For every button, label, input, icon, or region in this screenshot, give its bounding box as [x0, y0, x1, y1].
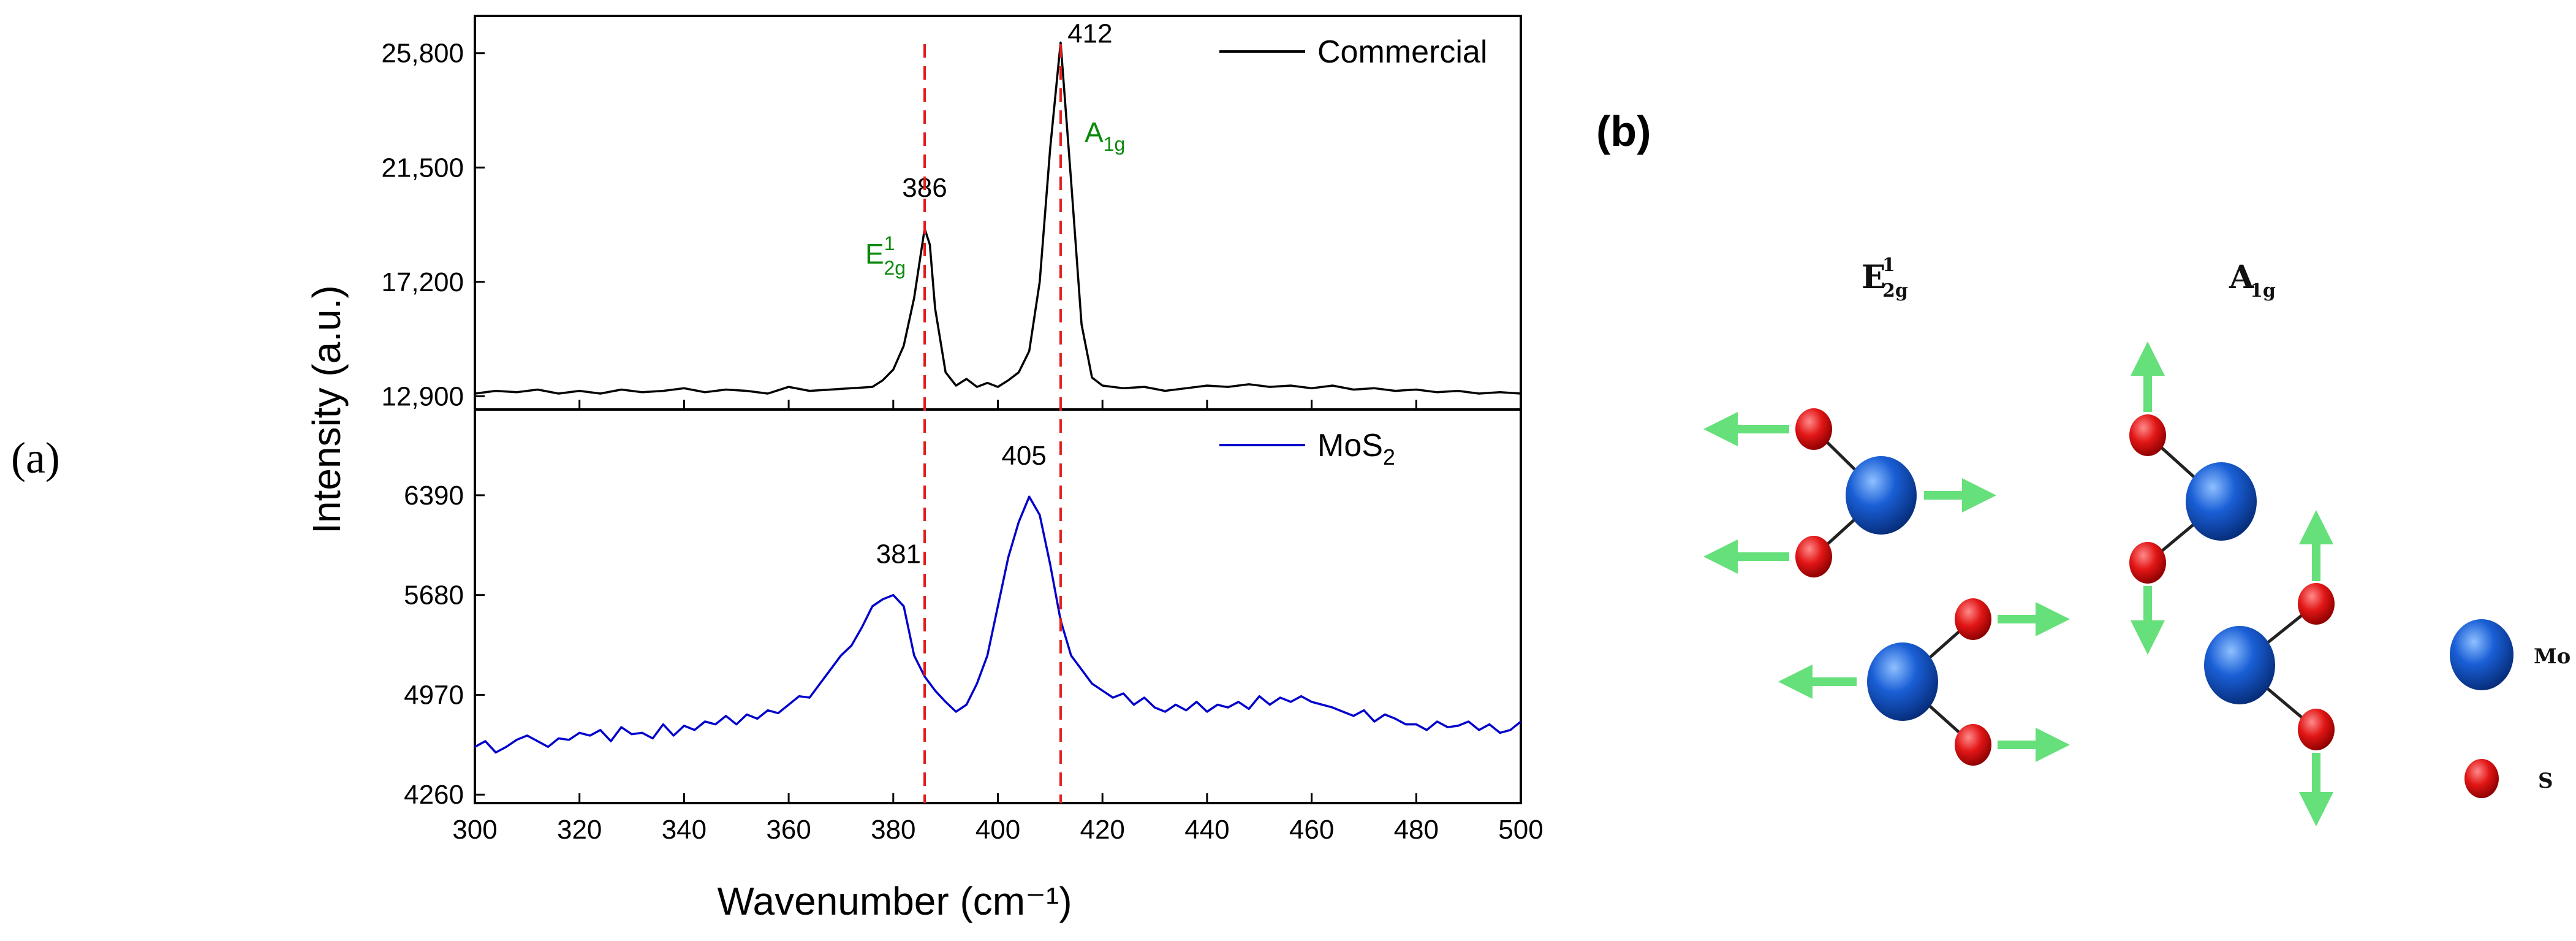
x-tick-label: 360: [766, 815, 811, 845]
x-tick-label: 440: [1184, 815, 1229, 845]
e2g-molecule-upper: [1703, 408, 1996, 577]
legend-mo-atom: [2450, 619, 2513, 690]
legend-label-top: Commercial: [1317, 34, 1487, 70]
x-tick-label: 400: [975, 815, 1020, 845]
series-line-top: [474, 41, 1521, 395]
y-tick-label: 5680: [404, 581, 464, 611]
mode-a-sub: 1g: [2250, 280, 2276, 302]
panel-a-label: (a): [11, 433, 60, 482]
s-atom: [1955, 724, 1991, 766]
svg-text:E: E: [1862, 259, 1886, 296]
mo-atom: [1846, 456, 1917, 535]
mode-a-base: A: [2229, 259, 2254, 296]
y-tick-label: 25,800: [381, 39, 464, 69]
mode-e-sub: 2g: [1882, 280, 1908, 302]
y-tick-label: 21,500: [381, 153, 464, 183]
s-atom: [2129, 542, 2166, 584]
x-tick-label: 420: [1080, 815, 1124, 845]
a1g-molecule-upper: [2129, 341, 2257, 655]
x-tick-label: 460: [1289, 815, 1334, 845]
a1g-molecule-lower: [2204, 510, 2335, 826]
peak-label: 381: [876, 539, 921, 570]
mode-e-sup: 1: [1882, 254, 1895, 276]
peak-label: 405: [1001, 441, 1046, 471]
legend-s-atom: [2464, 759, 2499, 798]
raman-chart: 12,90017,20021,50025,800386412Commercial…: [305, 15, 1544, 923]
panel-frame-top: [474, 15, 1522, 411]
peak-label: 412: [1067, 18, 1112, 48]
legend-s-label: S: [2538, 769, 2553, 793]
s-atom: [1795, 536, 1832, 577]
s-atom: [1795, 408, 1832, 450]
s-atom: [2129, 414, 2166, 456]
mode-title-e2g: E 1 2g: [1862, 254, 1908, 302]
legend-label-bottom: MoS2: [1317, 428, 1395, 470]
x-tick-label: 320: [557, 815, 602, 845]
x-tick-label: 340: [662, 815, 707, 845]
y-tick-label: 4970: [404, 680, 464, 710]
mode-label: E1 2g: [865, 232, 906, 279]
y-tick-label: 12,900: [381, 381, 464, 411]
x-tick-label: 300: [452, 815, 497, 845]
x-tick-label: 500: [1498, 815, 1543, 845]
s-atom: [1955, 598, 1991, 640]
mode-label: A1g: [1085, 116, 1125, 155]
mo-atom: [2186, 462, 2257, 541]
vibration-modes-diagram: E 1 2g A 1g: [1703, 254, 2570, 826]
mode-title-a1g: A 1g: [2229, 259, 2276, 302]
y-tick-label: 17,200: [381, 267, 464, 297]
mo-atom: [2204, 626, 2275, 704]
series-line-bottom: [474, 495, 1522, 754]
e2g-molecule-lower: [1778, 598, 2070, 766]
atom-legend: Mo S: [2450, 619, 2570, 798]
y-axis-title: Intensity (a.u.): [305, 285, 349, 534]
mo-atom: [1867, 642, 1938, 721]
x-axis-title: Wavenumber (cm⁻¹): [717, 879, 1072, 923]
y-tick-label: 4260: [404, 780, 464, 810]
y-tick-label: 6390: [404, 481, 464, 511]
panel-b-label: (b): [1596, 107, 1651, 155]
x-tick-label: 480: [1394, 815, 1439, 845]
mode-e-base: E: [1862, 259, 1886, 296]
legend-mo-label: Mo: [2534, 644, 2570, 669]
x-tick-label: 380: [871, 815, 915, 845]
s-atom: [2298, 583, 2335, 625]
s-atom: [2298, 709, 2335, 750]
